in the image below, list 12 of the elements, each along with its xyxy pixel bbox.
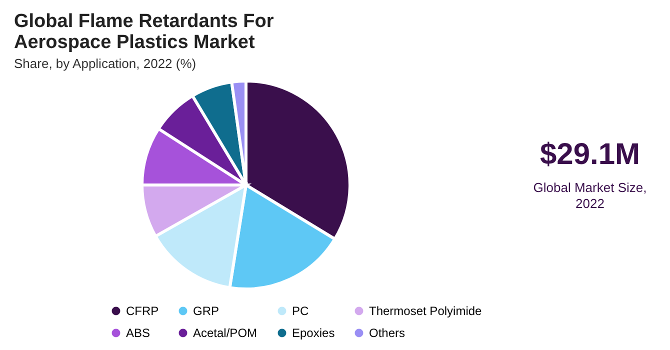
text: $29.1M	[540, 138, 640, 171]
legend-label: CFRP	[126, 304, 159, 318]
legend-label: Others	[369, 326, 406, 340]
legend-label: ABS	[126, 326, 150, 340]
text: Global Market Size, 2022	[533, 180, 647, 211]
chart-title: Global Flame Retardants For Aerospace Plastics Market	[14, 11, 274, 53]
legend-label: GRP	[193, 304, 220, 318]
legend-label: Thermoset Polyimide	[369, 304, 482, 318]
chart-subtitle: Share, by Application, 2022 (%)	[14, 56, 196, 71]
legend-label: Epoxies	[292, 326, 335, 340]
legend-label: Acetal/POM	[193, 326, 258, 340]
legend-label: PC	[292, 304, 310, 318]
